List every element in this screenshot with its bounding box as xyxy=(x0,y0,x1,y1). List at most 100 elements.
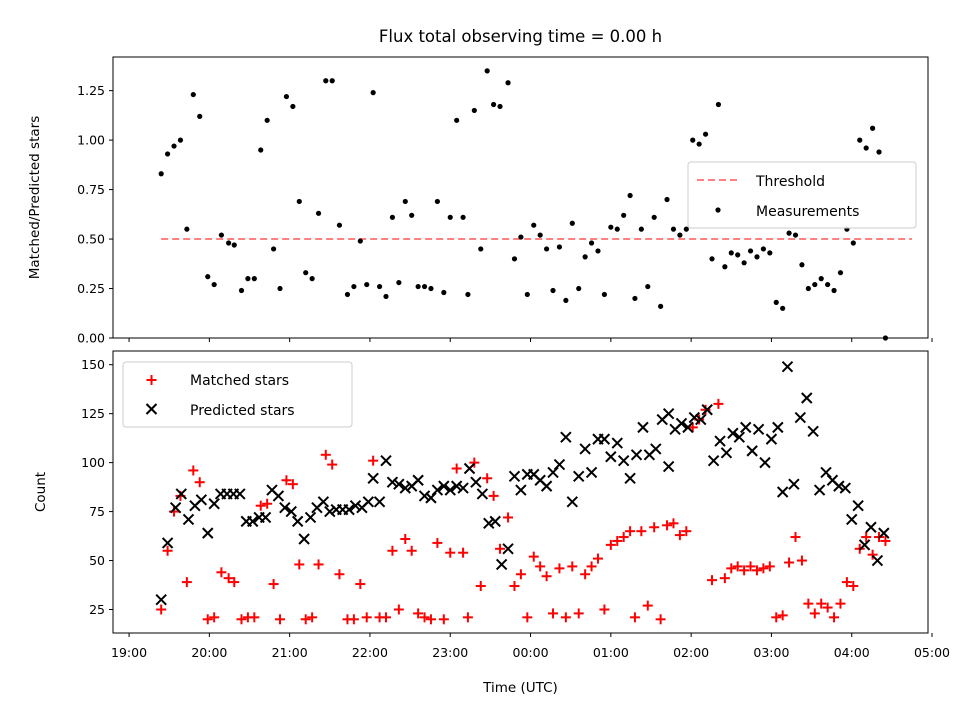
measurement-point xyxy=(741,260,747,266)
matched-star-marker xyxy=(275,614,286,625)
predicted-star-marker xyxy=(349,500,362,512)
matched-star-marker xyxy=(548,608,559,619)
predicted-star-marker xyxy=(740,421,752,434)
matched-star-marker xyxy=(719,573,730,584)
matched-star-marker xyxy=(592,553,603,564)
bottom-legend-box xyxy=(122,361,353,428)
predicted-star-marker xyxy=(781,360,794,373)
predicted-star-marker xyxy=(675,417,688,430)
matched-star-marker xyxy=(287,479,298,490)
predicted-star-marker xyxy=(463,462,476,475)
matched-star-marker xyxy=(475,581,486,591)
measurement-point xyxy=(767,250,773,256)
matched-star-marker xyxy=(649,522,660,533)
measurement-point xyxy=(421,283,428,290)
predicted-star-marker xyxy=(450,480,463,492)
predicted-star-marker xyxy=(733,431,746,443)
measurement-point xyxy=(296,198,302,205)
predicted-star-marker xyxy=(865,521,877,533)
measurement-point xyxy=(364,281,370,288)
matched-star-marker xyxy=(790,532,801,543)
measurement-point xyxy=(608,224,614,230)
legend-predicted-label: Predicted stars xyxy=(190,403,295,419)
bottom-x-axis-label: Time (UTC) xyxy=(482,680,558,696)
bottom-y-tick-label: 125 xyxy=(81,406,105,421)
predicted-star-marker xyxy=(175,488,187,500)
measurement-point xyxy=(837,270,844,276)
matched-star-marker xyxy=(400,534,411,544)
predicted-star-marker xyxy=(279,501,291,514)
bottom-plot-frame xyxy=(112,350,929,634)
predicted-star-marker xyxy=(560,431,572,443)
measurement-point xyxy=(773,299,779,305)
matched-star-marker xyxy=(381,612,392,623)
measurement-point xyxy=(786,230,792,236)
measurement-point xyxy=(601,291,608,298)
predicted-star-marker xyxy=(727,427,739,439)
predicted-star-marker xyxy=(833,480,845,492)
measurement-point xyxy=(218,232,224,238)
predicted-star-marker xyxy=(202,527,214,539)
matched-star-marker xyxy=(355,579,366,590)
predicted-star-marker xyxy=(393,478,405,490)
predicted-star-marker xyxy=(714,435,726,447)
matched-star-marker xyxy=(368,455,379,466)
predicted-star-marker xyxy=(858,539,871,551)
matched-star-marker xyxy=(281,475,292,486)
matched-star-marker xyxy=(482,473,493,484)
matched-star-marker xyxy=(745,561,756,572)
measurement-point xyxy=(171,143,177,149)
predicted-star-marker xyxy=(682,421,694,434)
matched-star-marker xyxy=(681,526,692,537)
measurement-point xyxy=(264,117,270,123)
matched-star-marker xyxy=(573,608,584,619)
predicted-star-marker xyxy=(298,533,310,545)
measurement-point xyxy=(454,117,460,123)
bottom-y-axis-label: Count xyxy=(33,472,49,512)
matched-star-marker xyxy=(458,547,469,558)
bottom-legend: Matched stars Predicted stars xyxy=(122,361,353,428)
measurement-point xyxy=(190,91,196,98)
predicted-star-marker xyxy=(412,474,424,486)
measurement-point xyxy=(863,145,869,151)
matched-star-marker xyxy=(249,612,260,623)
predicted-star-marker xyxy=(155,594,167,606)
legend-matched-label: Matched stars xyxy=(190,373,289,389)
measurement-point xyxy=(484,68,490,74)
measurement-point xyxy=(211,281,217,288)
top-chart-title: Flux total observing time = 0.00 h xyxy=(379,27,662,46)
predicted-star-marker xyxy=(476,488,489,500)
measurement-point xyxy=(588,240,595,246)
measurement-point xyxy=(690,137,696,143)
measurement-point xyxy=(184,226,190,232)
bottom-tick-layer: 25 50 75 100 125 150 19:00 20:00 21:00 22:00 23:00… xyxy=(81,357,950,660)
measurement-point xyxy=(383,293,389,300)
matched-star-marker xyxy=(268,579,279,590)
predicted-star-marker xyxy=(776,486,789,498)
predicted-star-marker xyxy=(839,482,852,494)
measurement-point xyxy=(357,238,363,244)
measurement-point xyxy=(270,246,277,252)
measurement-point xyxy=(290,103,296,110)
matched-star-marker xyxy=(599,604,610,615)
measurement-point xyxy=(389,214,396,220)
predicted-star-marker xyxy=(399,482,411,494)
measurement-point xyxy=(245,276,251,282)
top-panel: 0.00 0.25 0.50 0.75 1.00 1.25 Matched/Predict… xyxy=(27,56,933,346)
predicted-star-marker xyxy=(431,484,444,496)
measurement-point xyxy=(831,287,837,294)
matched-star-marker xyxy=(320,449,331,460)
measurement-point xyxy=(197,113,203,119)
matched-star-marker xyxy=(419,612,430,623)
predicted-star-marker xyxy=(637,421,649,434)
matched-star-marker xyxy=(580,569,591,580)
bottom-x-tick-label: 01:00 xyxy=(593,645,629,660)
matched-star-marker xyxy=(662,520,673,531)
predicted-star-marker xyxy=(579,443,591,455)
measurement-point xyxy=(722,264,728,270)
matched-star-marker xyxy=(522,612,533,623)
legend-predicted-swatch xyxy=(145,403,158,415)
measurement-point xyxy=(728,250,734,256)
predicted-star-marker xyxy=(343,503,355,516)
